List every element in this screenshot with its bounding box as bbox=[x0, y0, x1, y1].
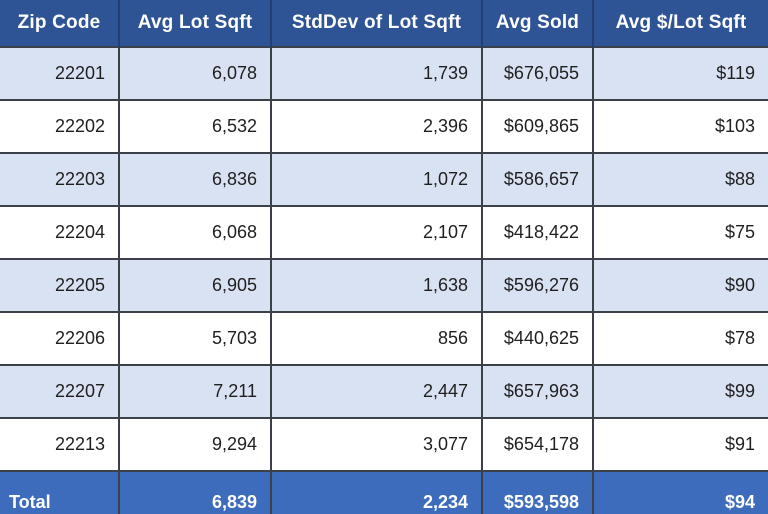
cell-zip-code: 22207 bbox=[0, 364, 120, 418]
total-avg-lot-sqft: 6,839 bbox=[119, 470, 272, 514]
table-row: 22206 5,703 856 $440,625 $78 bbox=[0, 311, 768, 365]
cell-stddev-lot-sqft: 2,396 bbox=[271, 99, 483, 153]
header-cell-avg-sold: Avg Sold bbox=[482, 0, 594, 47]
cell-avg-lot-sqft: 6,836 bbox=[119, 152, 272, 206]
cell-avg-price-per-lot-sqft: $91 bbox=[593, 417, 768, 471]
cell-avg-sold: $596,276 bbox=[482, 258, 594, 312]
cell-avg-price-per-lot-sqft: $119 bbox=[593, 46, 768, 100]
cell-avg-sold: $440,625 bbox=[482, 311, 594, 365]
cell-stddev-lot-sqft: 1,638 bbox=[271, 258, 483, 312]
cell-stddev-lot-sqft: 2,447 bbox=[271, 364, 483, 418]
cell-avg-lot-sqft: 6,905 bbox=[119, 258, 272, 312]
cell-zip-code: 22201 bbox=[0, 46, 120, 100]
table-row: 22202 6,532 2,396 $609,865 $103 bbox=[0, 99, 768, 153]
header-cell-avg-price-per-lot-sqft: Avg $/Lot Sqft bbox=[593, 0, 768, 47]
cell-zip-code: 22206 bbox=[0, 311, 120, 365]
table-row: 22204 6,068 2,107 $418,422 $75 bbox=[0, 205, 768, 259]
cell-avg-lot-sqft: 5,703 bbox=[119, 311, 272, 365]
cell-avg-sold: $676,055 bbox=[482, 46, 594, 100]
cell-zip-code: 22203 bbox=[0, 152, 120, 206]
cell-avg-sold: $609,865 bbox=[482, 99, 594, 153]
cell-avg-lot-sqft: 6,068 bbox=[119, 205, 272, 259]
cell-stddev-lot-sqft: 856 bbox=[271, 311, 483, 365]
total-avg-sold: $593,598 bbox=[482, 470, 594, 514]
header-cell-stddev-lot-sqft: StdDev of Lot Sqft bbox=[271, 0, 483, 47]
cell-zip-code: 22213 bbox=[0, 417, 120, 471]
cell-avg-sold: $586,657 bbox=[482, 152, 594, 206]
cell-zip-code: 22204 bbox=[0, 205, 120, 259]
cell-avg-price-per-lot-sqft: $75 bbox=[593, 205, 768, 259]
cell-stddev-lot-sqft: 1,072 bbox=[271, 152, 483, 206]
cell-avg-sold: $657,963 bbox=[482, 364, 594, 418]
cell-avg-sold: $418,422 bbox=[482, 205, 594, 259]
cell-zip-code: 22205 bbox=[0, 258, 120, 312]
cell-avg-price-per-lot-sqft: $88 bbox=[593, 152, 768, 206]
cell-stddev-lot-sqft: 1,739 bbox=[271, 46, 483, 100]
total-label: Total bbox=[0, 470, 120, 514]
cell-stddev-lot-sqft: 3,077 bbox=[271, 417, 483, 471]
cell-avg-lot-sqft: 6,532 bbox=[119, 99, 272, 153]
cell-avg-price-per-lot-sqft: $103 bbox=[593, 99, 768, 153]
cell-zip-code: 22202 bbox=[0, 99, 120, 153]
cell-avg-price-per-lot-sqft: $99 bbox=[593, 364, 768, 418]
table-row: 22207 7,211 2,447 $657,963 $99 bbox=[0, 364, 768, 418]
table-row: 22201 6,078 1,739 $676,055 $119 bbox=[0, 46, 768, 100]
total-row: Total 6,839 2,234 $593,598 $94 bbox=[0, 470, 768, 514]
table-row: 22205 6,905 1,638 $596,276 $90 bbox=[0, 258, 768, 312]
header-cell-avg-lot-sqft: Avg Lot Sqft bbox=[119, 0, 272, 47]
table-row: 22213 9,294 3,077 $654,178 $91 bbox=[0, 417, 768, 471]
total-stddev-lot-sqft: 2,234 bbox=[271, 470, 483, 514]
table-footer: Total 6,839 2,234 $593,598 $94 bbox=[0, 470, 768, 514]
cell-avg-lot-sqft: 6,078 bbox=[119, 46, 272, 100]
cell-avg-lot-sqft: 9,294 bbox=[119, 417, 272, 471]
table-header: Zip Code Avg Lot Sqft StdDev of Lot Sqft… bbox=[0, 0, 768, 47]
table-body: 22201 6,078 1,739 $676,055 $119 22202 6,532 2,3… bbox=[0, 46, 768, 471]
cell-stddev-lot-sqft: 2,107 bbox=[271, 205, 483, 259]
table-row: 22203 6,836 1,072 $586,657 $88 bbox=[0, 152, 768, 206]
cell-avg-lot-sqft: 7,211 bbox=[119, 364, 272, 418]
cell-avg-price-per-lot-sqft: $78 bbox=[593, 311, 768, 365]
cell-avg-sold: $654,178 bbox=[482, 417, 594, 471]
total-avg-price-per-lot-sqft: $94 bbox=[593, 470, 768, 514]
cell-avg-price-per-lot-sqft: $90 bbox=[593, 258, 768, 312]
header-row: Zip Code Avg Lot Sqft StdDev of Lot Sqft… bbox=[0, 0, 768, 47]
header-cell-zip-code: Zip Code bbox=[0, 0, 120, 47]
